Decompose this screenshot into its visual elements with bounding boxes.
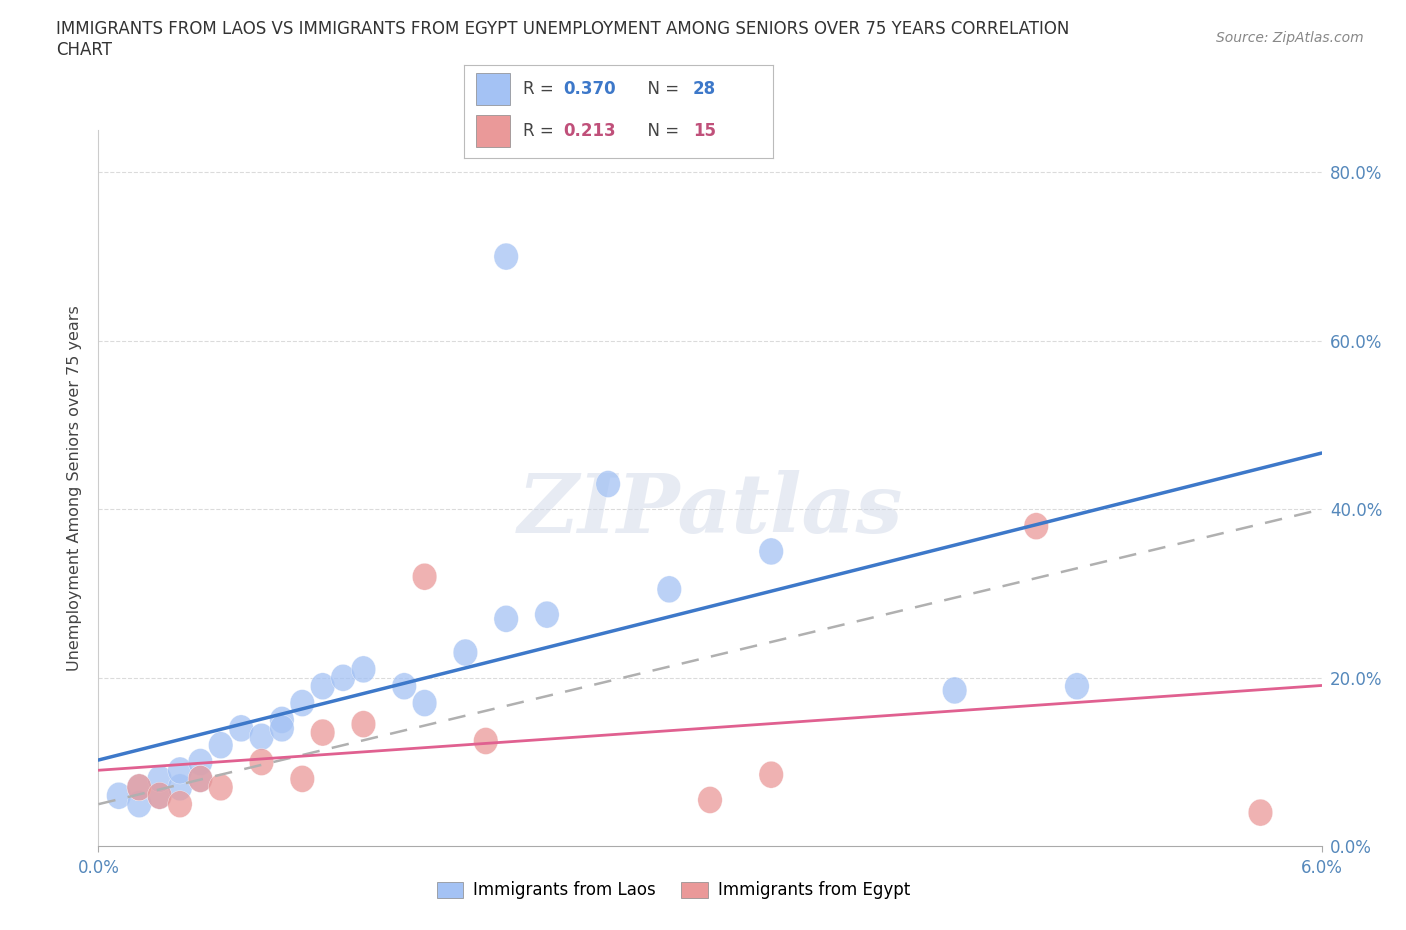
Text: 28: 28 [693, 80, 716, 99]
Ellipse shape [596, 471, 620, 498]
Legend: Immigrants from Laos, Immigrants from Egypt: Immigrants from Laos, Immigrants from Eg… [430, 874, 917, 906]
Ellipse shape [392, 672, 416, 699]
Ellipse shape [311, 719, 335, 746]
Text: 15: 15 [693, 122, 716, 140]
Ellipse shape [148, 782, 172, 809]
Ellipse shape [352, 711, 375, 737]
Ellipse shape [127, 774, 152, 801]
Ellipse shape [167, 774, 193, 801]
Ellipse shape [208, 732, 233, 759]
Ellipse shape [534, 601, 560, 628]
Ellipse shape [188, 765, 212, 792]
Text: CHART: CHART [56, 41, 112, 59]
Ellipse shape [270, 715, 294, 742]
Ellipse shape [494, 605, 519, 632]
Y-axis label: Unemployment Among Seniors over 75 years: Unemployment Among Seniors over 75 years [67, 305, 83, 671]
Ellipse shape [1024, 512, 1049, 539]
FancyBboxPatch shape [477, 73, 510, 105]
Ellipse shape [127, 774, 152, 801]
Text: Source: ZipAtlas.com: Source: ZipAtlas.com [1216, 31, 1364, 45]
Ellipse shape [167, 790, 193, 817]
Ellipse shape [657, 576, 682, 603]
Ellipse shape [127, 790, 152, 817]
Text: R =: R = [523, 122, 558, 140]
Text: N =: N = [637, 80, 685, 99]
Ellipse shape [249, 724, 274, 751]
Ellipse shape [697, 787, 723, 814]
Ellipse shape [249, 749, 274, 776]
Ellipse shape [148, 782, 172, 809]
Text: ZIPatlas: ZIPatlas [517, 470, 903, 550]
Ellipse shape [290, 765, 315, 792]
Ellipse shape [412, 564, 437, 591]
Text: 0.213: 0.213 [562, 122, 616, 140]
Ellipse shape [229, 715, 253, 742]
Ellipse shape [188, 749, 212, 776]
Ellipse shape [494, 243, 519, 270]
FancyBboxPatch shape [477, 115, 510, 147]
Ellipse shape [188, 765, 212, 792]
Ellipse shape [1249, 799, 1272, 826]
Ellipse shape [759, 762, 783, 788]
Ellipse shape [290, 690, 315, 716]
Text: IMMIGRANTS FROM LAOS VS IMMIGRANTS FROM EGYPT UNEMPLOYMENT AMONG SENIORS OVER 75: IMMIGRANTS FROM LAOS VS IMMIGRANTS FROM … [56, 20, 1070, 38]
Text: N =: N = [637, 122, 685, 140]
Ellipse shape [352, 656, 375, 683]
Ellipse shape [148, 765, 172, 792]
Ellipse shape [270, 707, 294, 734]
Ellipse shape [330, 664, 356, 691]
Ellipse shape [311, 672, 335, 699]
Ellipse shape [107, 782, 131, 809]
Ellipse shape [208, 774, 233, 801]
Text: R =: R = [523, 80, 558, 99]
Ellipse shape [942, 677, 967, 704]
Ellipse shape [759, 538, 783, 565]
Ellipse shape [453, 639, 478, 666]
Ellipse shape [412, 690, 437, 716]
Ellipse shape [1064, 672, 1090, 699]
Text: 0.370: 0.370 [562, 80, 616, 99]
Ellipse shape [474, 727, 498, 754]
Ellipse shape [167, 757, 193, 784]
